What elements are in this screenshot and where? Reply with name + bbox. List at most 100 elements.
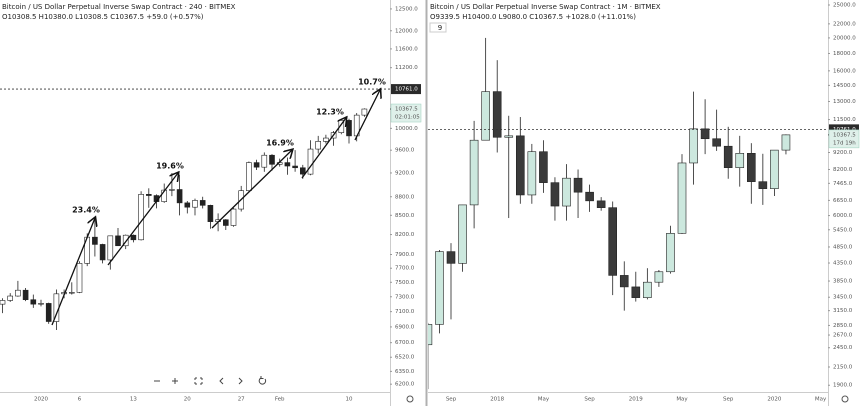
candle-body bbox=[99, 244, 106, 261]
y-tick-label: 7700.0 bbox=[395, 266, 415, 272]
candle-body bbox=[199, 200, 206, 206]
candle-body bbox=[223, 219, 229, 226]
candle-body bbox=[446, 251, 456, 264]
trend-arrow bbox=[301, 118, 346, 179]
x-tick-label: 2020 bbox=[34, 397, 48, 403]
x-tick-label: 10 bbox=[346, 397, 353, 403]
badge-box[interactable] bbox=[429, 22, 447, 33]
candle-body bbox=[428, 324, 433, 346]
y-tick-label: 14500.0 bbox=[833, 83, 856, 89]
candle-body bbox=[69, 292, 75, 294]
y-tick-label: 7300.0 bbox=[395, 294, 415, 300]
y-tick-label: 6650.0 bbox=[833, 198, 853, 204]
candle-body bbox=[184, 202, 191, 208]
candle-body bbox=[781, 134, 791, 151]
candle-body bbox=[735, 153, 745, 168]
candle-body bbox=[192, 200, 198, 208]
candle-body bbox=[15, 289, 21, 297]
annotation: 12.3% bbox=[316, 108, 344, 117]
candle-body bbox=[230, 208, 237, 226]
x-tick-label: May bbox=[815, 397, 827, 403]
toolbar[interactable] bbox=[154, 376, 267, 385]
settings-gear[interactable] bbox=[841, 395, 849, 403]
candle-body bbox=[361, 108, 368, 116]
x-tick-label: May bbox=[538, 397, 550, 403]
last-price-box bbox=[828, 129, 860, 149]
candle-body bbox=[246, 162, 252, 192]
y-tick-label: 8800.0 bbox=[395, 194, 415, 200]
candle-body bbox=[122, 234, 129, 247]
candle-body bbox=[619, 275, 629, 288]
y-tick-label: 1900.0 bbox=[833, 383, 853, 389]
y-tick-label: 20000.0 bbox=[833, 35, 856, 41]
fullscreen[interactable] bbox=[194, 377, 203, 385]
last-price-label: 10367.5 bbox=[395, 107, 418, 113]
y-tick-label: 7465.0 bbox=[833, 181, 853, 187]
candle-body bbox=[631, 286, 641, 298]
candle-body bbox=[7, 295, 13, 301]
y-tick-label: 16000.0 bbox=[833, 68, 856, 74]
y-tick-label: 3450.0 bbox=[833, 295, 853, 301]
candle-body bbox=[346, 120, 352, 137]
candle-body bbox=[458, 204, 467, 264]
candle-body bbox=[307, 148, 314, 175]
candle-body bbox=[723, 145, 733, 168]
candle-body bbox=[469, 139, 479, 206]
candle-body bbox=[323, 137, 329, 142]
x-tick-label: 13 bbox=[130, 397, 137, 403]
candle-body bbox=[746, 153, 756, 182]
y-tick-label: 5450.0 bbox=[833, 227, 853, 233]
scroll-left[interactable] bbox=[219, 377, 224, 385]
x-tick-label: Feb bbox=[275, 397, 285, 403]
candle-body bbox=[700, 128, 710, 140]
level-label-box bbox=[829, 124, 859, 135]
y-tick-label: 9600.0 bbox=[395, 148, 415, 154]
candle-body bbox=[573, 177, 583, 193]
y-tick-label: 10000.0 bbox=[395, 126, 418, 132]
candle-body bbox=[550, 182, 560, 207]
reset[interactable] bbox=[258, 376, 267, 385]
candle-body bbox=[176, 189, 183, 204]
y-tick-label: 22000.0 bbox=[833, 21, 856, 27]
last-price-label: 10367.5 bbox=[833, 132, 856, 138]
candle-body bbox=[562, 177, 571, 207]
candle-body bbox=[643, 281, 652, 298]
y-tick-label: 3850.0 bbox=[833, 279, 853, 285]
annotation: 23.4% bbox=[72, 206, 100, 215]
y-tick-label: 18000.0 bbox=[833, 51, 856, 57]
trend-arrow bbox=[211, 150, 292, 229]
candle-body bbox=[315, 141, 322, 150]
candle-body bbox=[492, 91, 502, 138]
candle-body bbox=[115, 235, 121, 247]
candle-body bbox=[146, 194, 152, 196]
candle-body bbox=[770, 149, 779, 189]
y-tick-label: 11200.0 bbox=[395, 65, 418, 71]
candle-body bbox=[654, 271, 664, 283]
candle-body bbox=[0, 300, 6, 305]
x-tick-label: 2019 bbox=[629, 397, 643, 403]
candle-body bbox=[138, 194, 144, 241]
y-tick-label: 9200.0 bbox=[833, 150, 853, 156]
y-tick-label: 7900.0 bbox=[395, 252, 415, 258]
candle-body bbox=[666, 233, 675, 273]
x-tick-label: Sep bbox=[584, 397, 595, 403]
scroll-right[interactable] bbox=[238, 377, 243, 385]
candle-body bbox=[76, 263, 83, 293]
ohlc-legend: O9339.5 H10400.0 L9080.0 C10367.5 +1028.… bbox=[430, 13, 636, 21]
y-tick-label: 11500.0 bbox=[833, 117, 856, 123]
candle-body bbox=[269, 154, 275, 165]
ohlc-legend: O10308.5 H10380.0 L10308.5 C10367.5 +59.… bbox=[2, 13, 204, 21]
badge[interactable]: 9 bbox=[438, 24, 442, 32]
candle-body bbox=[712, 138, 721, 147]
trend-arrow bbox=[354, 90, 380, 141]
zoom-in[interactable] bbox=[172, 378, 178, 384]
candle-body bbox=[30, 299, 37, 305]
candle-body bbox=[38, 303, 44, 305]
y-tick-label: 2850.0 bbox=[833, 323, 853, 329]
candle-body bbox=[539, 151, 548, 183]
candle-body bbox=[299, 167, 306, 175]
y-tick-label: 8500.0 bbox=[395, 213, 415, 219]
y-tick-label: 3150.0 bbox=[833, 308, 853, 314]
settings-gear[interactable] bbox=[406, 395, 414, 403]
